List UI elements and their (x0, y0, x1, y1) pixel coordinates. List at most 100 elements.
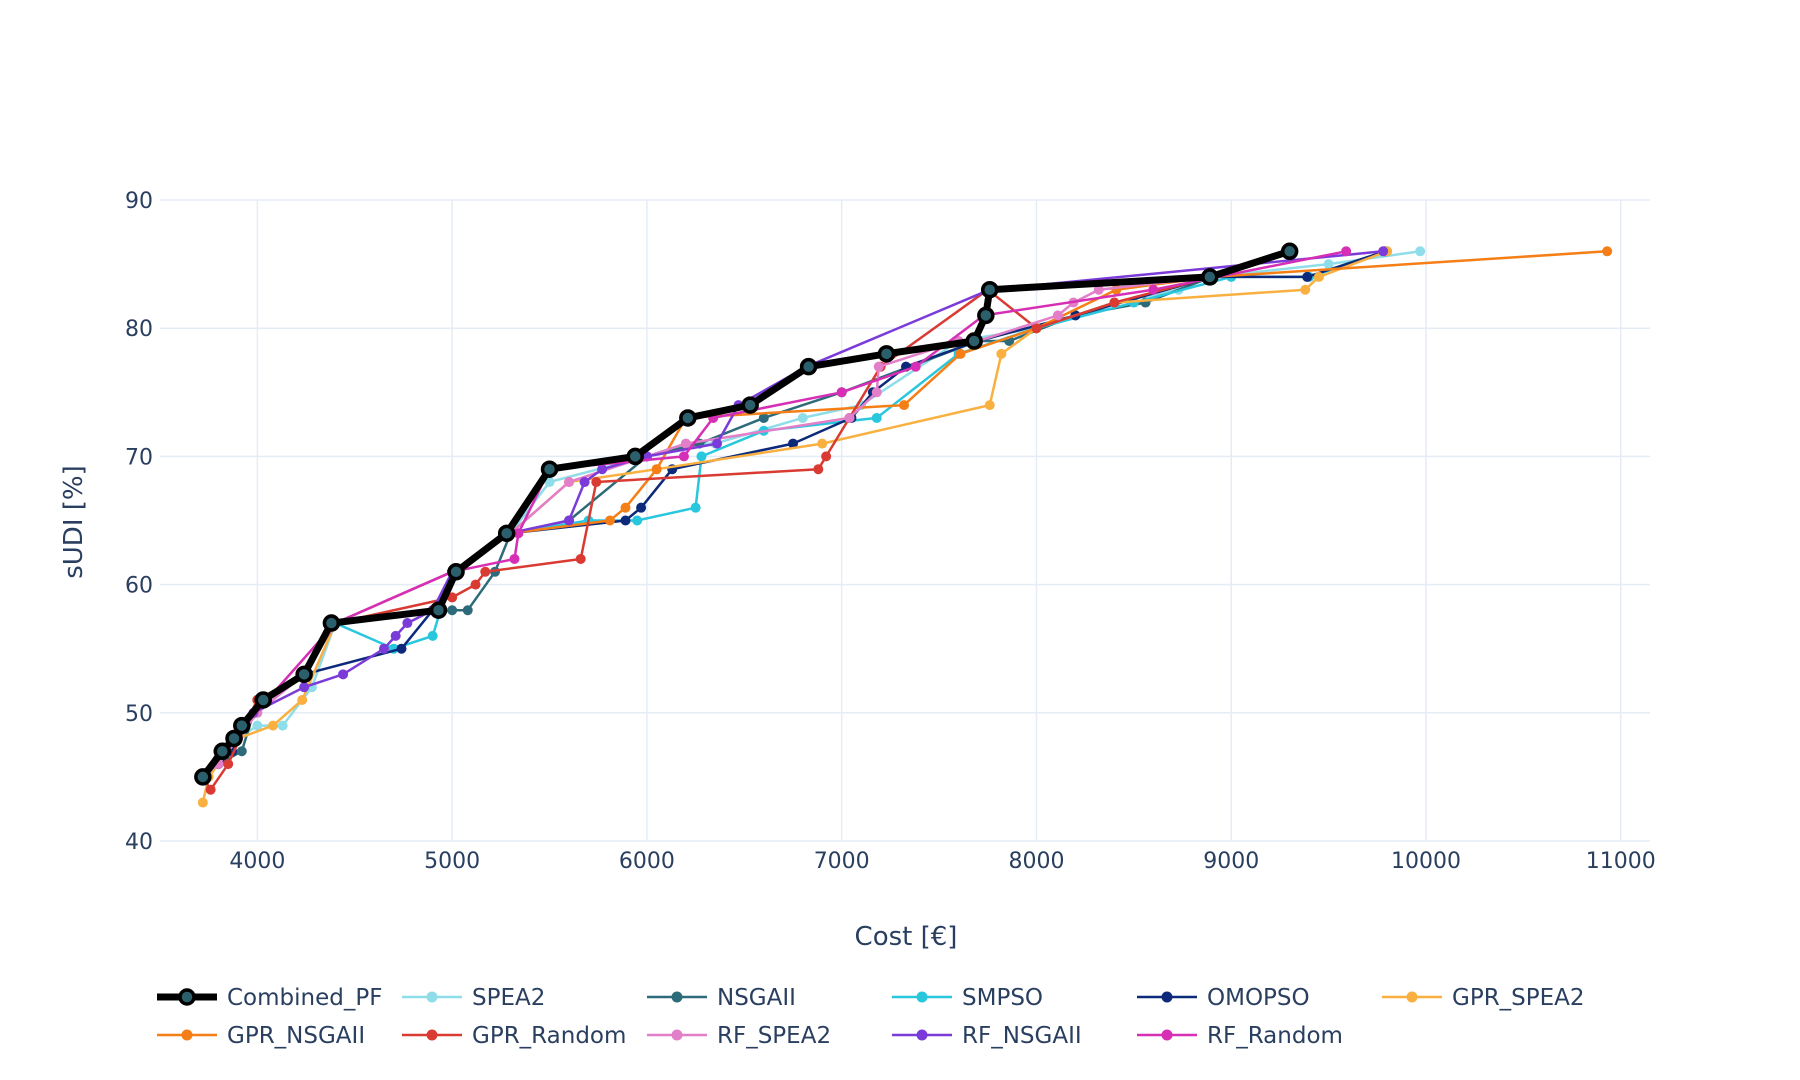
data-point (233, 716, 251, 735)
legend-item-gpr-nsgaii[interactable]: GPR_NSGAII (157, 1023, 365, 1049)
series-omopso (197, 246, 1391, 782)
data-point (680, 438, 691, 449)
legend-item-nsgaii[interactable]: NSGAII (647, 985, 796, 1011)
data-point (1052, 310, 1063, 321)
data-point (1341, 246, 1352, 257)
data-point (980, 280, 999, 299)
legend-label: RF_NSGAII (962, 1023, 1082, 1049)
data-point (205, 784, 216, 795)
data-point (620, 502, 631, 513)
data-point (696, 451, 707, 462)
legend-label: GPR_NSGAII (227, 1023, 365, 1049)
data-point (1302, 271, 1313, 282)
legend-swatch-marker (1406, 991, 1418, 1003)
data-point (540, 460, 559, 478)
legend-item-spea2[interactable]: SPEA2 (402, 985, 545, 1011)
series-line-rf-random (201, 250, 1347, 778)
y-tick-label: 90 (125, 189, 153, 214)
series-rf-nsgaii (197, 246, 1389, 782)
data-point (225, 729, 243, 748)
legend-item-gpr-random[interactable]: GPR_Random (402, 1023, 626, 1049)
y-tick-label: 80 (125, 317, 153, 342)
data-point (678, 451, 689, 462)
data-point (470, 579, 481, 590)
data-point (427, 630, 438, 641)
data-point (1280, 242, 1299, 261)
data-point (788, 438, 799, 449)
data-point (797, 412, 808, 423)
data-point (254, 691, 272, 709)
data-point (977, 306, 995, 325)
series-line-nsgaii (202, 250, 1291, 778)
data-point (1313, 271, 1324, 282)
data-point (564, 477, 575, 488)
data-point (632, 515, 643, 526)
series-nsgaii (197, 246, 1295, 782)
x-tick-label: 7000 (814, 849, 870, 874)
legend-label: GPR_SPEA2 (1452, 985, 1585, 1011)
data-point (1323, 259, 1334, 270)
data-point (396, 643, 407, 654)
x-tick-label: 10000 (1391, 849, 1461, 874)
x-tick-label: 6000 (619, 849, 675, 874)
data-point (252, 720, 263, 731)
data-point (620, 515, 631, 526)
data-point (712, 438, 723, 449)
y-tick-label: 60 (125, 574, 153, 599)
legend-swatch-marker (671, 991, 683, 1003)
legend-item-rf-spea2[interactable]: RF_SPEA2 (647, 1023, 831, 1049)
data-point (447, 592, 458, 603)
data-point (322, 614, 341, 632)
legend-item-omopso[interactable]: OMOPSO (1137, 985, 1310, 1011)
data-point (679, 409, 697, 427)
data-point (1415, 246, 1426, 257)
legend-label: GPR_Random (472, 1023, 626, 1049)
data-point (844, 412, 855, 423)
data-point (1093, 284, 1104, 295)
data-point (799, 357, 818, 376)
series-rf-spea2 (197, 246, 1295, 782)
data-point (591, 477, 602, 488)
data-point (564, 515, 575, 526)
data-point (236, 746, 247, 757)
data-point (462, 605, 473, 616)
data-point (871, 412, 882, 423)
legend-label: RF_SPEA2 (717, 1023, 831, 1049)
legend-item-gpr-spea2[interactable]: GPR_SPEA2 (1382, 985, 1585, 1011)
data-point (223, 759, 234, 770)
legend-label: SPEA2 (472, 985, 545, 1011)
x-tick-label: 4000 (229, 849, 285, 874)
legend-item-rf-nsgaii[interactable]: RF_NSGAII (892, 1023, 1082, 1049)
data-point (690, 502, 701, 513)
data-point (1201, 268, 1219, 286)
series-line-spea2 (202, 250, 1421, 778)
series-line-rf-nsgaii (201, 250, 1384, 778)
data-point (402, 618, 413, 629)
plot-area (194, 242, 1613, 808)
y-tick-label: 70 (125, 445, 153, 470)
y-axis-title: sUDI [%] (59, 465, 89, 579)
data-point (299, 682, 310, 693)
data-point (813, 464, 824, 475)
series-rf-random (197, 246, 1352, 782)
data-point (338, 669, 349, 680)
x-tick-label: 11000 (1586, 849, 1656, 874)
legend-label: Combined_PF (227, 985, 382, 1011)
legend-item-rf-random[interactable]: RF_Random (1137, 1023, 1343, 1049)
y-axis-ticks: 40 50 60 70 80 90 (125, 189, 153, 855)
data-point (194, 768, 212, 786)
data-point (447, 563, 465, 581)
data-point (1378, 246, 1389, 257)
data-point (1602, 246, 1613, 257)
legend-item-smpso[interactable]: SMPSO (892, 985, 1043, 1011)
legend-swatch-marker (1161, 1029, 1173, 1041)
legend[interactable]: Combined_PF SPEA2 NSGAII SMPSO OMOPSO GPR_SPE… (157, 985, 1585, 1049)
series-gpr-spea2 (197, 246, 1393, 808)
legend-item-combined-pf[interactable]: Combined_PF (157, 985, 382, 1011)
data-point (267, 720, 278, 731)
legend-swatch-marker (1161, 991, 1173, 1003)
series-line-gpr-spea2 (201, 250, 1388, 803)
data-point (1148, 284, 1159, 295)
data-point (277, 720, 288, 731)
